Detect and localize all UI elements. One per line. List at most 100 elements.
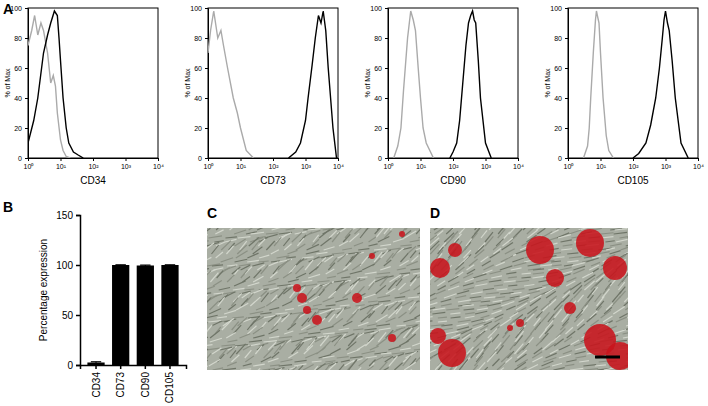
cell-texture bbox=[569, 257, 581, 258]
cell-texture bbox=[261, 265, 268, 274]
y-tick: 80 bbox=[554, 35, 568, 42]
cell-texture bbox=[207, 345, 213, 346]
cell-texture bbox=[527, 291, 539, 294]
cell-texture bbox=[511, 292, 522, 294]
cell-texture bbox=[430, 317, 433, 318]
cell-texture bbox=[212, 348, 221, 354]
x-tick-label: 10⁴ bbox=[153, 163, 164, 170]
cell-texture bbox=[283, 238, 289, 246]
cell-texture bbox=[335, 332, 348, 334]
y-tick-label: 20 bbox=[374, 125, 382, 132]
cell-texture bbox=[585, 369, 599, 370]
cell-texture bbox=[455, 296, 466, 298]
cell-texture bbox=[274, 317, 281, 326]
cell-texture bbox=[376, 315, 388, 322]
cell-texture bbox=[473, 274, 486, 278]
cell-texture bbox=[355, 305, 364, 306]
cell-texture bbox=[357, 286, 364, 294]
cell-texture bbox=[323, 297, 334, 302]
cell-texture bbox=[266, 233, 279, 234]
cell-texture bbox=[350, 253, 358, 262]
cell-texture bbox=[415, 320, 420, 322]
y-axis-title: % of Max bbox=[364, 68, 371, 98]
y-tick-label: 50 bbox=[62, 310, 74, 321]
cell-texture bbox=[526, 314, 534, 322]
cell-texture bbox=[216, 228, 223, 230]
cell-texture bbox=[300, 235, 306, 242]
cell-texture bbox=[269, 329, 279, 334]
x-tick-label: 10² bbox=[268, 163, 279, 170]
cell-texture bbox=[236, 251, 248, 258]
cell-texture bbox=[284, 331, 293, 334]
cell-texture bbox=[493, 307, 503, 310]
y-tick: 0 bbox=[198, 155, 208, 162]
bar bbox=[137, 266, 154, 366]
cell-texture bbox=[401, 370, 412, 371]
cell-texture bbox=[214, 293, 224, 294]
cell-texture bbox=[210, 301, 219, 310]
cell-texture bbox=[343, 292, 351, 298]
cell-texture bbox=[420, 335, 421, 342]
cell-texture bbox=[207, 337, 208, 342]
cell-texture bbox=[251, 232, 264, 234]
cell-texture bbox=[612, 296, 621, 306]
cell-texture bbox=[375, 285, 385, 294]
histogram-line bbox=[584, 11, 614, 158]
stain-deposit bbox=[516, 319, 524, 327]
y-tick-label: 0 bbox=[18, 155, 22, 162]
cell-texture bbox=[376, 228, 385, 238]
cell-texture bbox=[517, 345, 526, 354]
error-bar bbox=[91, 362, 101, 364]
cell-texture bbox=[485, 232, 493, 242]
cell-texture bbox=[377, 273, 390, 274]
cell-texture bbox=[624, 293, 628, 302]
cell-texture bbox=[378, 237, 389, 242]
cell-texture bbox=[536, 340, 542, 346]
cell-texture bbox=[288, 323, 296, 330]
cell-texture bbox=[309, 267, 318, 274]
cell-texture bbox=[501, 335, 510, 346]
cell-texture bbox=[554, 339, 563, 346]
x-tick: 10² bbox=[268, 158, 279, 170]
cell-texture bbox=[437, 281, 445, 286]
cell-texture bbox=[560, 268, 572, 270]
cell-texture bbox=[353, 307, 361, 314]
cell-texture bbox=[270, 365, 280, 366]
cell-texture bbox=[213, 368, 224, 370]
y-axis: 050100150 bbox=[56, 210, 80, 371]
plot-area bbox=[28, 11, 83, 158]
cell-texture bbox=[400, 290, 410, 294]
cell-texture bbox=[476, 279, 488, 282]
cell-texture bbox=[233, 288, 245, 290]
x-tick-label: 10³ bbox=[661, 163, 672, 170]
y-tick-label: 80 bbox=[194, 35, 202, 42]
cell-texture bbox=[543, 358, 556, 362]
cell-texture bbox=[208, 236, 222, 238]
cell-texture bbox=[441, 328, 452, 330]
cell-texture bbox=[621, 247, 628, 250]
cell-texture bbox=[380, 277, 387, 286]
cell-texture bbox=[483, 265, 493, 270]
error-bar-line bbox=[115, 265, 125, 266]
cell-texture bbox=[269, 308, 279, 310]
x-tick: CD34 bbox=[91, 365, 102, 398]
cell-texture bbox=[552, 363, 562, 366]
cell-texture bbox=[448, 286, 459, 290]
cell-texture bbox=[260, 313, 271, 314]
cell-texture bbox=[515, 367, 527, 370]
cell-texture bbox=[430, 298, 437, 302]
cell-texture bbox=[304, 345, 313, 354]
cell-texture bbox=[311, 366, 318, 370]
cell-texture bbox=[319, 229, 329, 238]
cell-texture bbox=[381, 353, 391, 354]
cell-texture bbox=[565, 327, 572, 334]
stain-deposit bbox=[430, 328, 446, 344]
cell-texture bbox=[464, 309, 475, 310]
cell-texture bbox=[450, 313, 460, 314]
y-tick: 100 bbox=[56, 260, 80, 271]
cell-texture bbox=[506, 272, 516, 274]
cell-texture bbox=[396, 324, 405, 326]
cell-texture bbox=[583, 365, 596, 366]
x-tick: 10⁴ bbox=[693, 158, 704, 170]
y-axis-line bbox=[76, 216, 81, 366]
